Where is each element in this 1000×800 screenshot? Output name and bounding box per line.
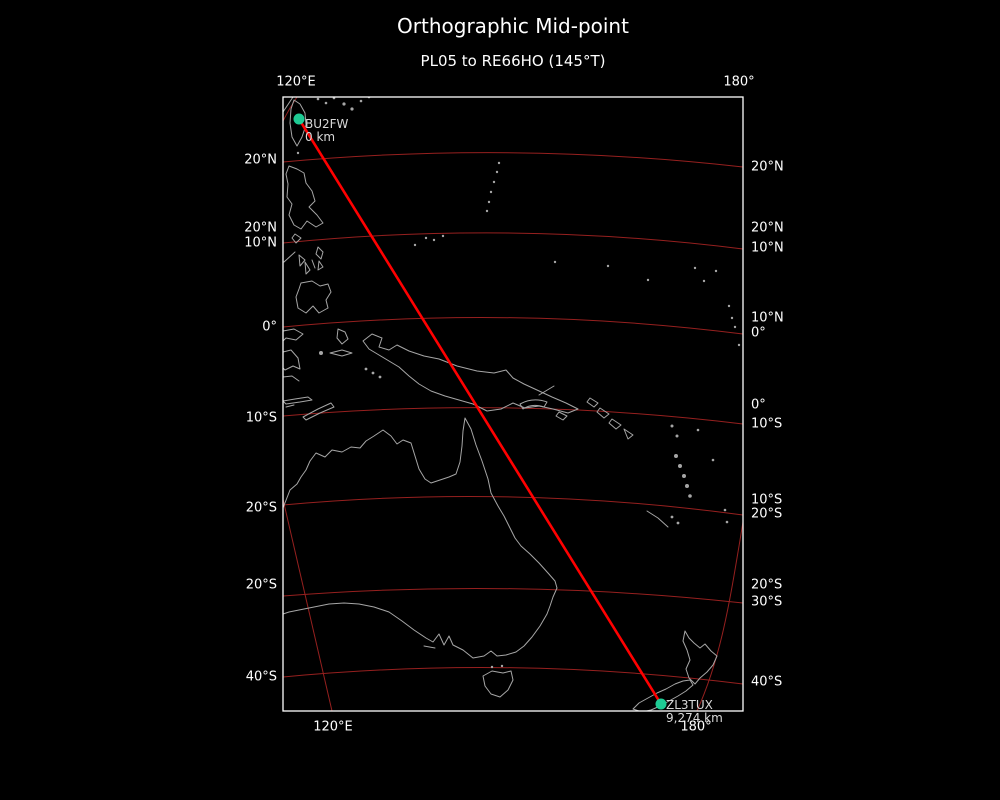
lat-tick-left: 20°N (244, 220, 277, 236)
endpoint-label: BU2FW 0 km (305, 118, 348, 143)
lat-tick-left: 20°S (245, 577, 277, 593)
lon-tick-top: 120°E (276, 74, 316, 90)
coastlines (283, 97, 741, 711)
lat-tick-left: 20°N (244, 152, 277, 168)
graticule-lines (283, 97, 743, 711)
lat-tick-right: 20°N (751, 220, 784, 236)
lon-tick-bottom: 180° (680, 719, 712, 735)
lat-tick-left: 10°N (244, 235, 277, 251)
lat-tick-right: 0° (751, 325, 766, 341)
figure-subtitle: PL05 to RE66HO (145°T) (420, 52, 606, 70)
lat-tick-left: 20°S (245, 500, 277, 516)
lat-tick-left: 10°S (245, 410, 277, 426)
endpoint-distance: 0 km (305, 129, 336, 144)
endpoint-marker-start (293, 113, 305, 125)
lat-tick-right: 10°S (751, 492, 783, 508)
figure-title: Orthographic Mid-point (397, 14, 629, 38)
lat-tick-right: 0° (751, 397, 766, 413)
endpoint-marker-end (655, 698, 667, 710)
great-circle-path (297, 117, 663, 706)
lat-tick-right: 40°S (751, 674, 783, 690)
lat-tick-right: 10°N (751, 310, 784, 326)
lon-tick-top: 180° (723, 74, 755, 90)
lon-tick-bottom: 120°E (313, 719, 353, 735)
lat-tick-left: 0° (262, 319, 277, 335)
map-frame (282, 96, 744, 712)
lat-tick-left: 40°S (245, 669, 277, 685)
lat-tick-right: 20°S (751, 506, 783, 522)
endpoint-distance: 9,274 km (666, 710, 723, 725)
lat-tick-right: 30°S (751, 594, 783, 610)
endpoint-callsign: BU2FW (305, 117, 349, 131)
endpoint-label: ZL3TUX 9,274 km (666, 699, 723, 724)
endpoint-callsign: ZL3TUX (666, 698, 713, 712)
lat-tick-right: 10°N (751, 240, 784, 256)
lat-tick-right: 10°S (751, 416, 783, 432)
lat-tick-right: 20°S (751, 577, 783, 593)
lat-tick-right: 20°N (751, 159, 784, 175)
